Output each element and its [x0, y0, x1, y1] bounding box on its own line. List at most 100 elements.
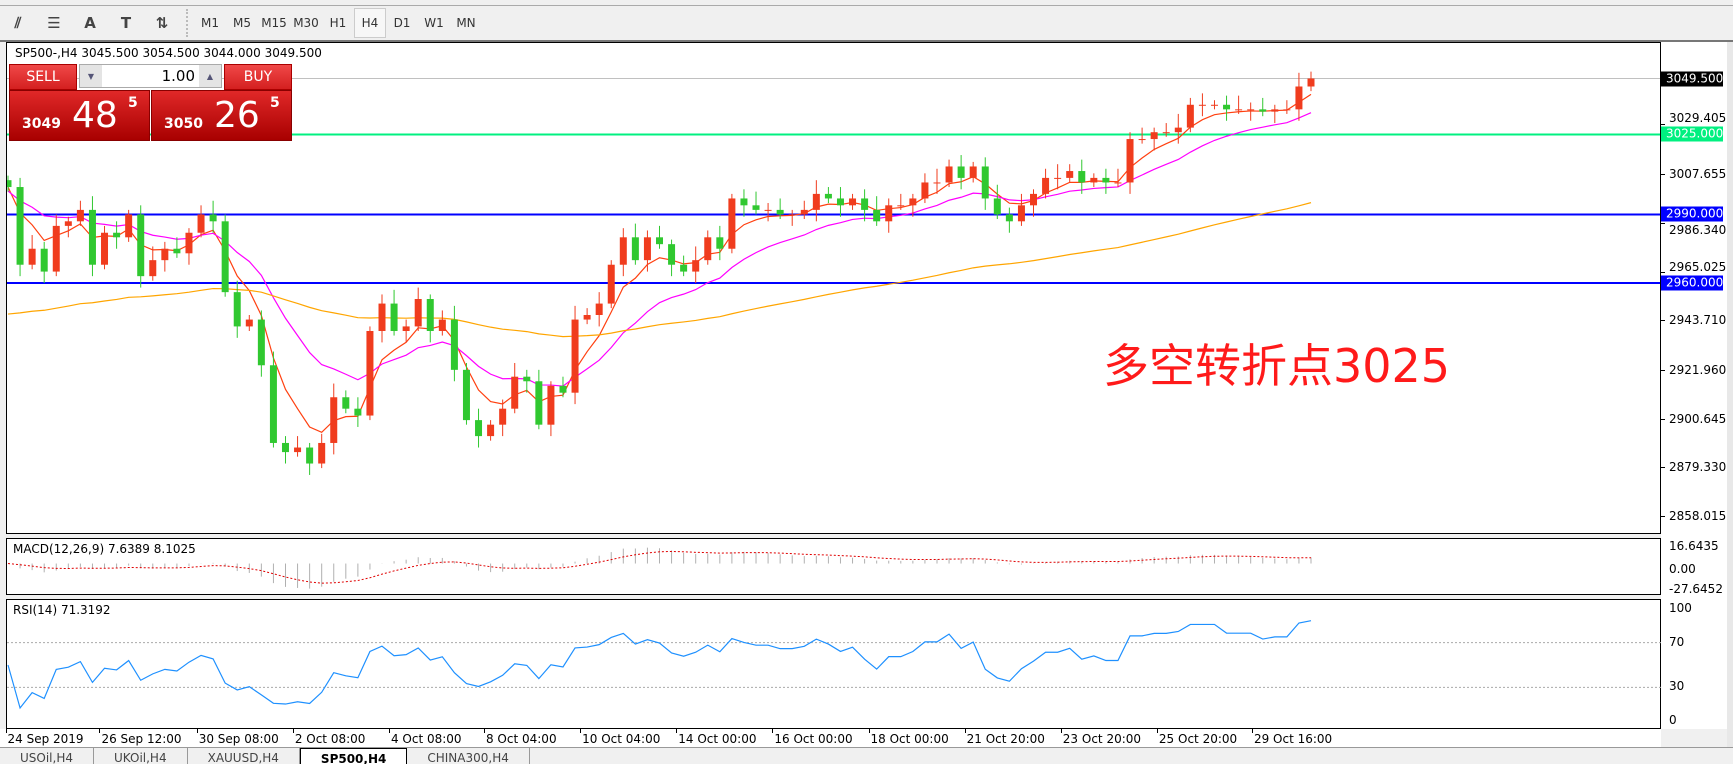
chart-tab[interactable]: USOil,H4	[0, 748, 94, 764]
price-tag[interactable]: 3025.000	[1661, 126, 1723, 142]
chart-tab[interactable]: UKOil,H4	[94, 748, 188, 764]
candle-body	[185, 232, 193, 254]
rsi-panel[interactable]: RSI(14) 71.3192	[6, 599, 1662, 729]
candle-body	[125, 214, 133, 238]
price-tick	[1661, 369, 1665, 371]
candle-body	[426, 299, 434, 331]
elliott-wave-icon[interactable]: ⫽	[14, 14, 22, 32]
chart-tab[interactable]: CHINA300,H4	[407, 748, 530, 764]
candle-body	[40, 248, 48, 272]
candle-body	[197, 214, 205, 233]
time-axis-label: 18 Oct 00:00	[870, 732, 949, 746]
timeframe-m15[interactable]: M15	[261, 16, 287, 30]
candle-body	[921, 182, 929, 199]
candle-body	[173, 248, 181, 254]
price-tag[interactable]: 2990.000	[1661, 206, 1723, 222]
sell-button[interactable]: SELL	[9, 64, 77, 90]
timeframe-h4[interactable]: H4	[354, 8, 386, 38]
candle-body	[873, 209, 881, 222]
text-icon[interactable]: A	[84, 14, 96, 32]
candle-body	[475, 420, 483, 437]
main-toolbar-strip	[0, 0, 1733, 6]
chart-tab[interactable]: SP500,H4	[299, 748, 408, 764]
timeframe-m5[interactable]: M5	[233, 16, 251, 30]
one-click-trading-panel: SELL ▼ 1.00 ▲ BUY 3049 48 5 3050 26 5	[9, 64, 292, 141]
candle-body	[957, 166, 965, 178]
buy-price[interactable]: 3050 26 5	[151, 90, 292, 141]
candle-body	[836, 198, 844, 206]
candle-body	[885, 205, 893, 222]
fibonacci-fan-icon[interactable]: ☰	[47, 14, 61, 32]
candle-body	[1114, 182, 1122, 184]
rsi-canvas	[7, 620, 1662, 710]
candle-body	[631, 237, 639, 261]
chart-tab[interactable]: XAUUSD,H4	[188, 748, 300, 764]
candle-body	[1223, 104, 1231, 110]
price-tag[interactable]: 3049.500	[1661, 71, 1723, 86]
macd-canvas	[7, 547, 1312, 589]
candle-body	[161, 248, 169, 261]
price-axis-label: 2943.710	[1669, 313, 1727, 328]
timeframe-m1[interactable]: M1	[201, 16, 219, 30]
volume-decrease-button[interactable]: ▼	[80, 65, 102, 87]
candle-body	[1042, 177, 1050, 194]
time-axis-label: 30 Sep 08:00	[198, 732, 279, 746]
timeframe-d1[interactable]: D1	[393, 16, 411, 30]
text-label-icon[interactable]: T	[120, 14, 132, 32]
rsi-title: RSI(14) 71.3192	[13, 603, 111, 617]
candle-body	[52, 225, 60, 272]
candle-body	[64, 221, 72, 226]
candle-body	[776, 209, 784, 215]
candle-body	[330, 397, 338, 443]
time-axis-label: 24 Sep 2019	[7, 732, 84, 746]
timeframe-mn[interactable]: MN	[456, 16, 476, 30]
candle-body	[800, 209, 808, 215]
candle-body	[1090, 177, 1098, 183]
buy-button[interactable]: BUY	[224, 64, 292, 90]
rsi-axis-label: 70	[1669, 634, 1685, 649]
macd-title: MACD(12,26,9) 7.6389 8.1025	[13, 542, 196, 556]
toolbar-separator	[186, 9, 188, 37]
time-tick	[99, 729, 101, 733]
time-axis-label: 2 Oct 08:00	[294, 732, 366, 746]
sell-price[interactable]: 3049 48 5	[9, 90, 150, 141]
candle-body	[88, 209, 96, 265]
candle-body	[788, 214, 796, 216]
time-tick	[868, 729, 870, 733]
time-axis: 24 Sep 2019 26 Sep 12:00 30 Sep 08:00 2 Oct…	[0, 729, 1661, 747]
price-axis-label: 2965.025	[1669, 260, 1727, 274]
timeframe-w1[interactable]: W1	[424, 16, 444, 30]
candle-body	[1271, 109, 1279, 112]
timeframe-bar: M1 M5 M15 M30 H1 H4 D1 W1 MN	[194, 8, 482, 38]
candle-body	[740, 198, 748, 206]
candle-body	[366, 330, 374, 416]
candle-body	[354, 408, 362, 416]
volume-increase-button[interactable]: ▲	[199, 65, 221, 87]
candle-body	[1078, 171, 1086, 183]
time-tick	[772, 729, 774, 733]
candle-body	[76, 209, 84, 222]
macd-panel[interactable]: MACD(12,26,9) 7.6389 8.1025	[6, 538, 1661, 595]
volume-input[interactable]: 1.00	[161, 67, 195, 85]
timeframe-h1[interactable]: H1	[329, 16, 347, 30]
time-tick	[580, 729, 582, 733]
price-tick	[1661, 271, 1665, 273]
macd-axis-label: -27.6452	[1669, 582, 1723, 596]
time-axis-label: 10 Oct 04:00	[582, 732, 661, 746]
time-tick	[1156, 729, 1158, 733]
price-chart[interactable]: SP500-,H4 3045.500 3054.500 3044.000 304…	[6, 42, 1661, 534]
candle-body	[728, 198, 736, 249]
candle-body	[1066, 171, 1074, 178]
candle-body	[438, 319, 446, 331]
rsi-axis-label: 0	[1669, 713, 1677, 727]
chart-annotation[interactable]: 多空转折点3025	[1103, 339, 1451, 393]
sell-price-big: 48	[72, 95, 118, 136]
candle-body	[414, 299, 422, 327]
chart-title: SP500-,H4 3045.500 3054.500 3044.000 304…	[15, 46, 322, 60]
price-axis-label: 3007.655	[1669, 167, 1727, 182]
time-axis-label: 21 Oct 20:00	[966, 732, 1045, 746]
price-axis-label: 2921.960	[1669, 362, 1727, 377]
timeframe-m30[interactable]: M30	[293, 16, 319, 30]
arrows-icon[interactable]: ⇅	[155, 14, 169, 32]
price-tag[interactable]: 2960.000	[1661, 275, 1723, 291]
